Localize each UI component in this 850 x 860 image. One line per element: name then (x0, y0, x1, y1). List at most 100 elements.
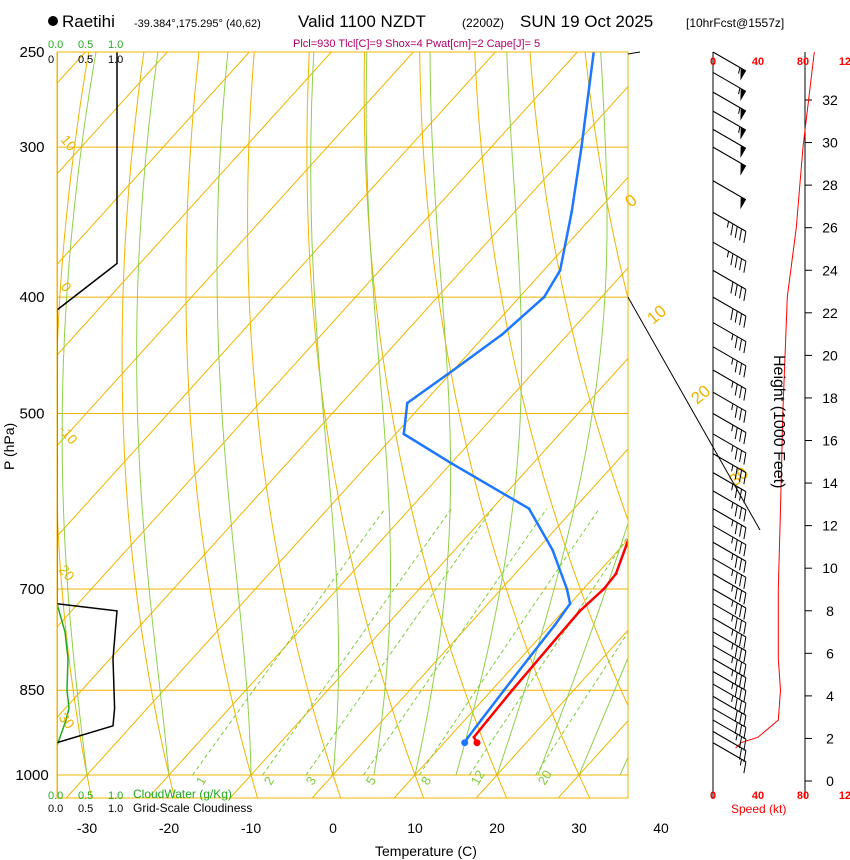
wind-barb (712, 180, 747, 210)
wind-barb-half-flag (731, 519, 734, 527)
pressure-tick-label: 250 (19, 44, 44, 61)
height-tick-label: 24 (822, 262, 838, 278)
wind-barb-flag (743, 491, 747, 504)
wind-barb-staff (712, 490, 747, 511)
dry-adiabat-line (121, 52, 176, 798)
wind-barb-flag (734, 447, 738, 460)
temperature-point (548, 644, 552, 647)
wind-barb-staff (712, 631, 747, 652)
height-tick-label: 22 (822, 305, 838, 321)
x-tick-label: 10 (407, 820, 423, 836)
wind-barb-half-flag (731, 537, 734, 544)
wind-barb (712, 671, 747, 703)
dry-adiabat-line (185, 52, 259, 798)
wind-barb-flag (739, 648, 743, 660)
x-tick-label: -10 (241, 820, 261, 836)
station-name: Raetihi (62, 12, 115, 31)
mixing-ratio-label: 5 (363, 774, 380, 788)
dewpoint-point (405, 401, 409, 405)
wind-barb (712, 490, 747, 522)
wind-barb-pennant (740, 108, 746, 121)
wind-barb-flag (743, 544, 747, 557)
wind-barb-staff (712, 508, 747, 529)
moist-adiabat-label: 30 (56, 710, 78, 732)
wind-barb-flag (734, 617, 738, 630)
isotherm-line (57, 52, 250, 266)
wind-barb-flag (739, 675, 743, 687)
plot-frame (56, 51, 629, 799)
wind-barb-flag (739, 408, 743, 421)
wind-barb-staff (712, 731, 747, 751)
connector-line (627, 51, 641, 55)
wind-barb-flag (743, 316, 747, 328)
wind-barb (712, 695, 747, 727)
wind-barb-half-flag (738, 87, 741, 95)
wind-barb-flag (739, 724, 743, 737)
wind-barb-flag (734, 539, 738, 552)
wind-barb-flag (743, 261, 747, 273)
wind-barb-flag (743, 607, 747, 620)
speed-tick-top: 40 (752, 56, 764, 68)
height-tick-label: 28 (822, 177, 838, 193)
wind-barb-staff (712, 658, 747, 679)
wind-barb-flag (743, 677, 747, 690)
cloudwater-profile (57, 603, 70, 746)
wind-barb-flag (739, 558, 743, 571)
pressure-tick-label: 850 (19, 682, 44, 699)
dry-adiabat-line (584, 52, 628, 301)
temperature-point (472, 735, 476, 739)
isotherm-line (57, 52, 414, 447)
wind-barb-flag (734, 631, 738, 644)
wind-barb-flag (739, 687, 743, 700)
wind-barb-half-flag (726, 251, 730, 258)
height-tick-label: 12 (822, 518, 838, 534)
temperature-point (736, 146, 739, 149)
wind-barb-staff (712, 683, 747, 704)
wind-barb-flag (734, 406, 738, 418)
wind-barb-staff (712, 91, 747, 112)
height-tick-label: 26 (822, 220, 838, 236)
wind-barb-flag (734, 697, 738, 710)
moist-adiabat-line (310, 52, 340, 776)
x-tick-label: -30 (77, 820, 97, 836)
speed-legend: Speed (kt) (731, 802, 786, 816)
wind-barb-flag (734, 587, 738, 600)
x-axis-title: Temperature (C) (375, 843, 477, 859)
wind-barb-pennant (740, 163, 746, 176)
mixing-ratio-label: 3 (303, 774, 320, 788)
profile-curves (57, 52, 739, 798)
dewpoint-point (502, 688, 506, 692)
wind-barb-flag (739, 620, 743, 632)
wind-barb-staff (712, 742, 747, 763)
moist-adiabat-line (136, 52, 170, 776)
wind-barb-half-flag (731, 695, 734, 702)
temperature-point (638, 507, 641, 510)
dewpoint-point (558, 269, 562, 272)
height-tick-label: 8 (826, 603, 834, 619)
cloudiness-tick-bottom: 0.5 (78, 803, 93, 815)
wind-barb (712, 296, 747, 328)
moist-adiabat-label: -10 (56, 422, 81, 448)
wind-barb-staff (712, 617, 747, 638)
cloudwater-tick-bottom: 0.5 (78, 790, 93, 802)
pressure-tick-label: 400 (19, 289, 44, 306)
wind-barb-staff (712, 146, 747, 167)
height-tick-label: 32 (822, 92, 838, 108)
isotherm-line (475, 629, 628, 798)
wind-barb (712, 603, 747, 635)
mixing-ratio-line (305, 508, 493, 776)
speed-tick-bottom: 0 (710, 790, 716, 802)
wind-barb-flag (743, 577, 747, 589)
forecast-label: [10hrFcst@1557z] (686, 16, 784, 30)
dewpoint-point (449, 461, 453, 465)
moist-adiabat-line (216, 52, 252, 776)
mixing-ratio-line (363, 508, 548, 776)
dry-adiabat-line (751, 52, 850, 800)
wind-barb-flag (739, 590, 743, 602)
wind-barb-flag (734, 645, 738, 658)
wind-barb-flag (739, 661, 743, 674)
wind-barb-staff (712, 671, 747, 691)
temperature-point (721, 226, 724, 229)
wind-barb-flag (734, 486, 738, 499)
connector-line (627, 296, 761, 531)
